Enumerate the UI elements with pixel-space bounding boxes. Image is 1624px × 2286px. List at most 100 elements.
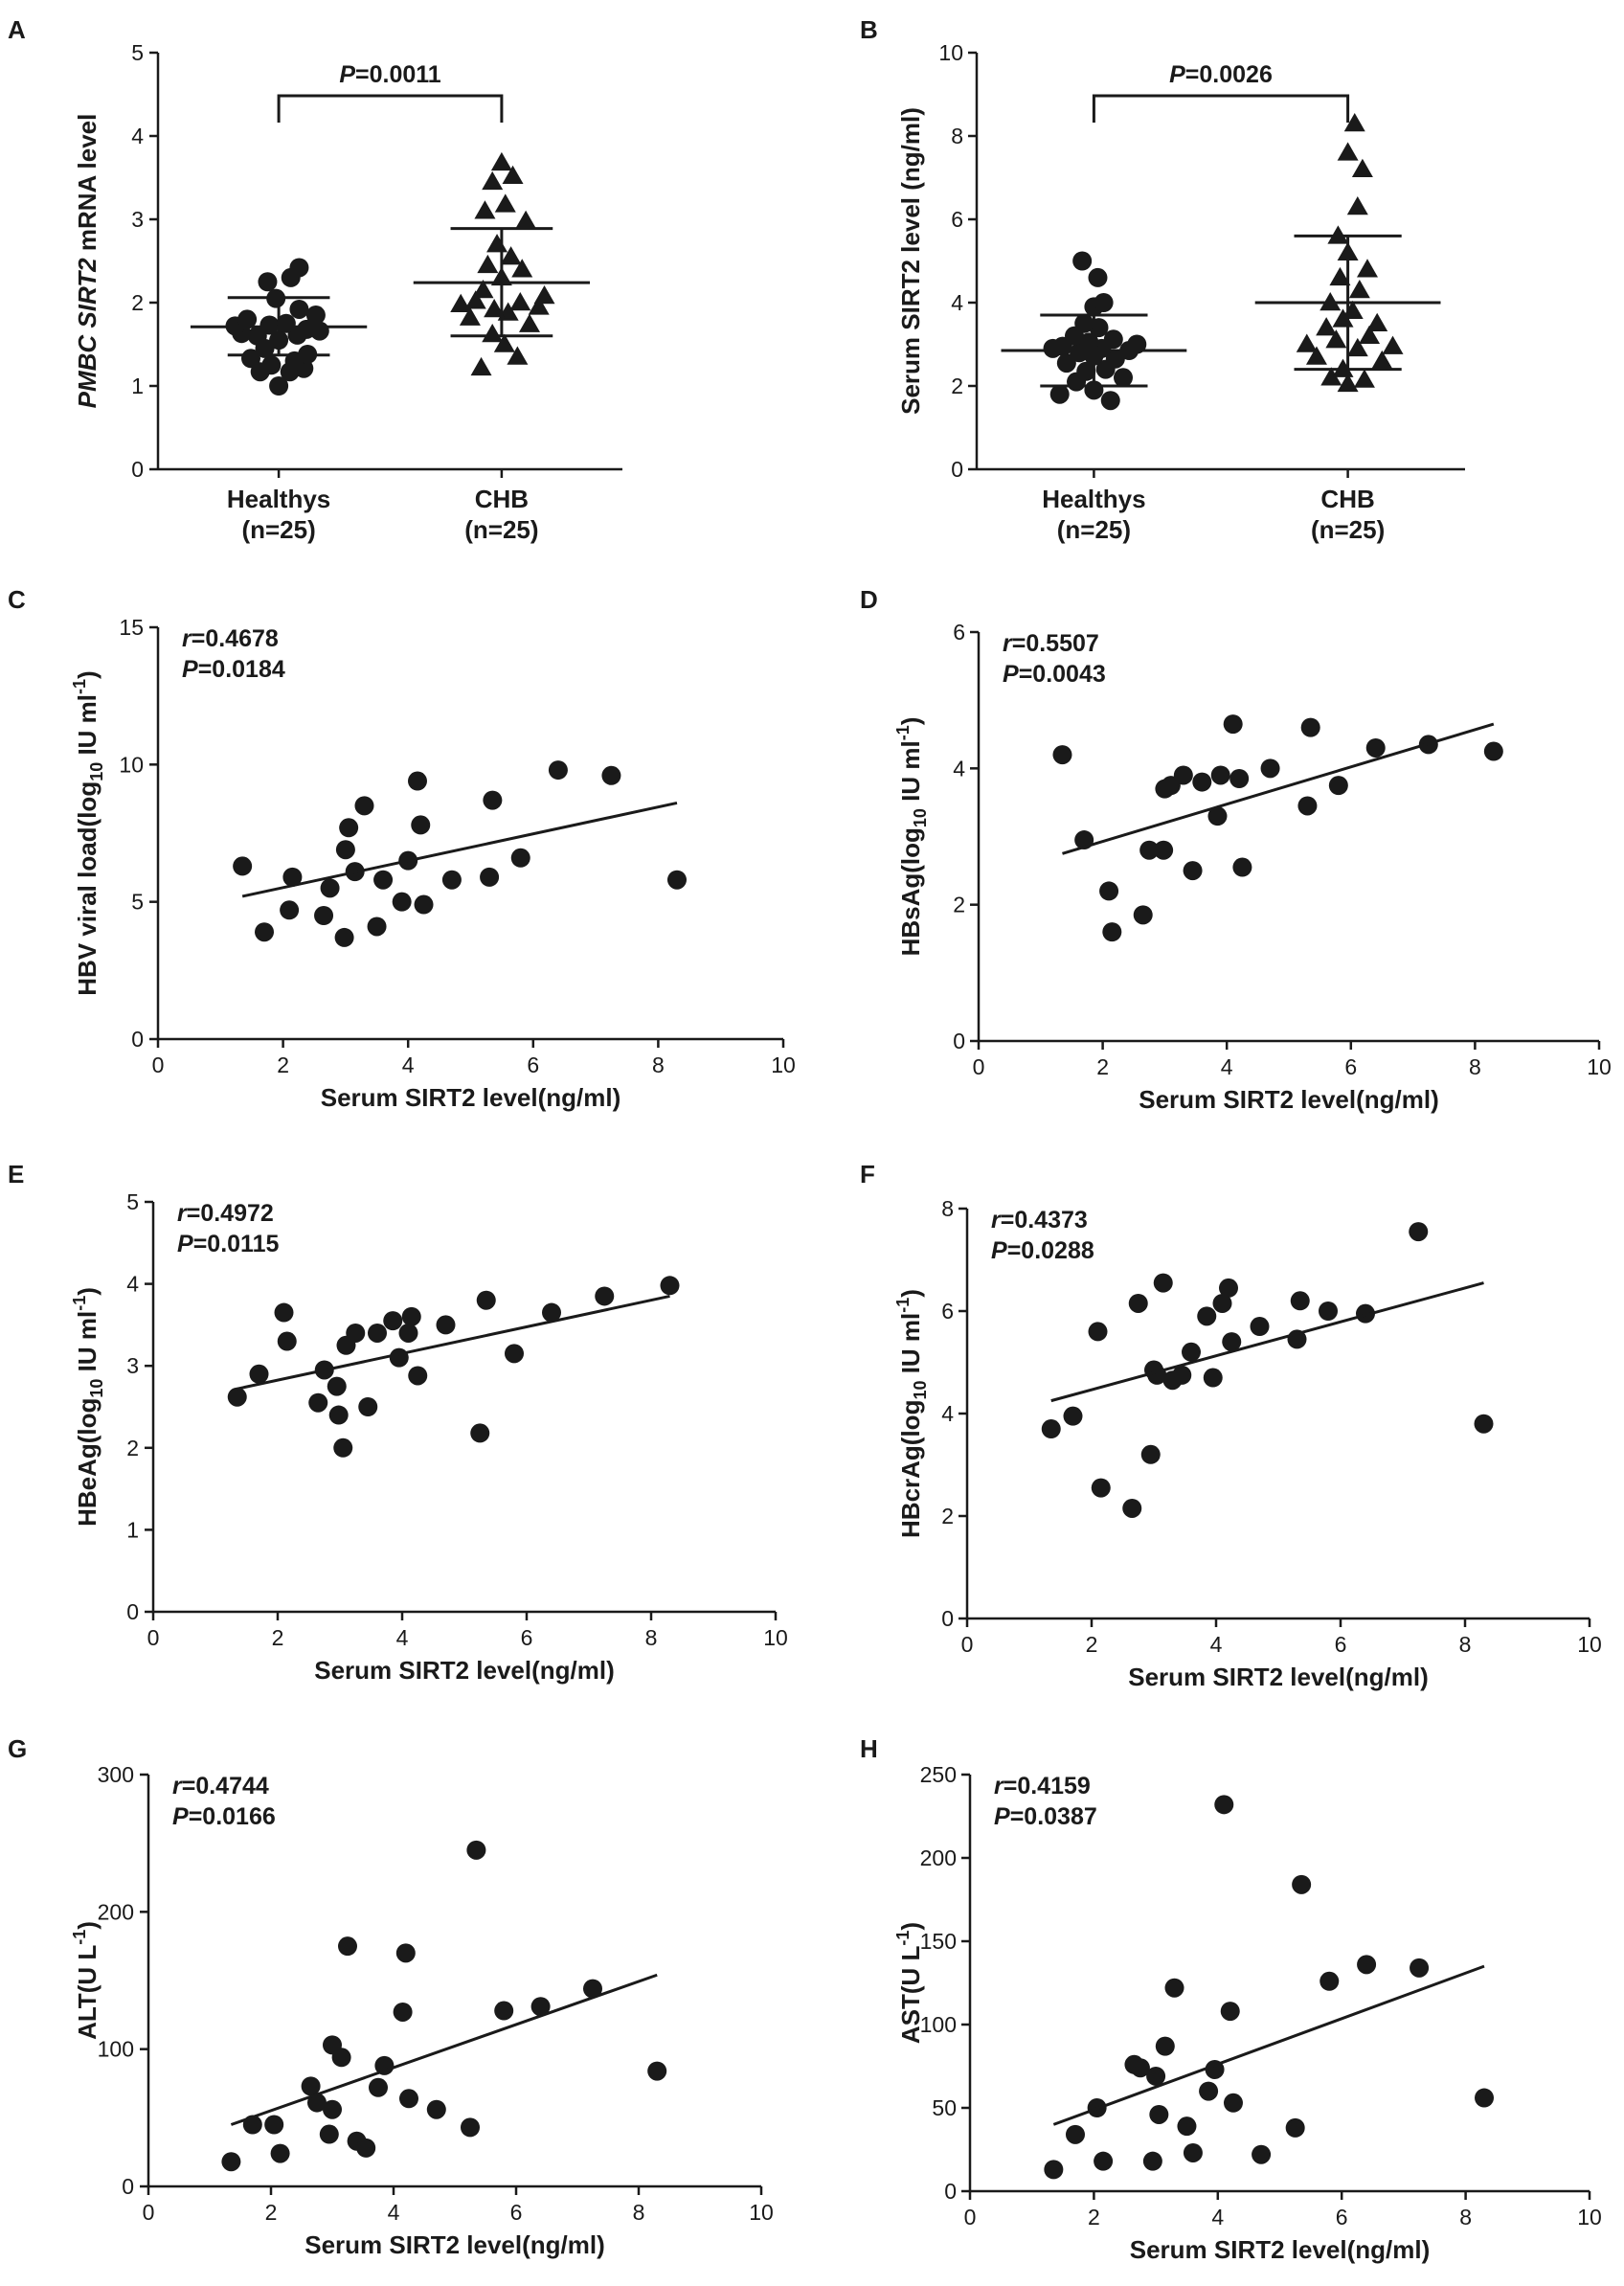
data-point — [1305, 346, 1327, 365]
y-title-close: ) — [73, 1287, 102, 1296]
y-tick-label: 0 — [951, 457, 963, 482]
significance-bracket — [1092, 94, 1350, 123]
data-point — [269, 376, 289, 396]
y-tick-label: 0 — [122, 2174, 134, 2199]
x-tick-label: 4 — [388, 2200, 400, 2225]
p-rest: =0.0288 — [1007, 1237, 1094, 1264]
y-tick-label: 10 — [119, 752, 144, 777]
data-point — [1296, 333, 1318, 352]
data-point — [450, 293, 472, 312]
x-axis-title: Serum SIRT2 level(ng/ml) — [1130, 2235, 1431, 2264]
data-point — [466, 1840, 486, 1860]
y-tick-label: 2 — [126, 1436, 139, 1460]
y-title-main: HBsAg(log — [896, 827, 925, 956]
data-point — [660, 1276, 680, 1296]
data-point — [1337, 142, 1359, 161]
y-tick-label: 0 — [131, 457, 144, 482]
group-label-n: (n=25) — [464, 515, 538, 544]
data-point — [502, 165, 524, 185]
data-point — [533, 285, 555, 305]
data-point — [507, 346, 529, 365]
data-point — [369, 2077, 388, 2097]
x-tick-label: 0 — [961, 1632, 974, 1657]
data-point — [1056, 353, 1076, 373]
data-point — [1320, 1971, 1340, 1991]
x-tick-label: 4 — [402, 1052, 415, 1077]
x-tick-label: 10 — [763, 1625, 788, 1650]
y-title-main: ALT(U L — [73, 1945, 102, 2040]
x-axis-title: Serum SIRT2 level(ng/ml) — [314, 1656, 615, 1685]
data-point — [666, 870, 687, 890]
data-point — [1357, 1955, 1377, 1975]
data-point — [1114, 368, 1133, 388]
data-point — [1140, 1444, 1161, 1464]
y-tick-label: 3 — [126, 1353, 139, 1378]
data-point — [1183, 861, 1203, 881]
y-tick-label: 4 — [131, 124, 144, 148]
y-title-superscript: -1 — [70, 1296, 89, 1311]
data-point — [1149, 2104, 1169, 2124]
data-point — [1320, 367, 1342, 386]
data-point — [459, 306, 481, 326]
p-italic: P — [991, 1237, 1007, 1264]
p-italic: P — [994, 1803, 1010, 1830]
y-tick-label: 0 — [941, 1606, 954, 1631]
data-point — [328, 1405, 349, 1425]
r-italic: r — [1003, 630, 1013, 657]
x-tick-label: 10 — [749, 2200, 774, 2225]
data-point — [1232, 857, 1252, 877]
data-point — [308, 1392, 328, 1413]
data-point — [486, 234, 508, 253]
data-point — [249, 1364, 269, 1384]
data-point — [482, 170, 504, 191]
data-point — [1212, 1293, 1232, 1313]
y-title-superscript: -1 — [70, 679, 89, 694]
data-point — [1353, 369, 1375, 388]
y-title-main: HBeAg(log — [73, 1398, 102, 1527]
p-rest: =0.0026 — [1185, 61, 1273, 88]
data-point — [1410, 1958, 1430, 1978]
y-axis-title: ALT(U L-1) — [70, 1921, 102, 2040]
data-point — [395, 1943, 416, 1963]
data-point — [1155, 2036, 1175, 2056]
data-point — [1094, 2151, 1114, 2171]
data-point — [548, 760, 568, 781]
data-point — [1346, 337, 1368, 357]
data-point — [1102, 922, 1122, 942]
data-point — [1133, 905, 1153, 925]
y-title-superscript: -1 — [893, 725, 913, 740]
x-axis-title: Serum SIRT2 level(ng/ml) — [304, 2230, 605, 2259]
data-point — [1128, 1293, 1148, 1313]
data-point — [1172, 1365, 1192, 1385]
data-point — [494, 2001, 514, 2021]
data-point — [407, 771, 427, 791]
data-point — [1292, 1874, 1312, 1894]
x-tick-label: 10 — [1577, 1632, 1602, 1657]
p-rest: =0.0166 — [189, 1803, 276, 1830]
data-point — [319, 2124, 339, 2144]
data-point — [1252, 2144, 1272, 2164]
data-point — [1222, 1332, 1242, 1352]
r-value-label: r=0.5507 — [1003, 630, 1099, 657]
data-point — [274, 1302, 294, 1323]
data-point — [1199, 2081, 1219, 2101]
data-point — [255, 922, 275, 942]
data-point — [354, 796, 374, 816]
y-tick-label: 2 — [953, 893, 965, 917]
data-point — [1223, 714, 1243, 735]
data-point — [346, 1323, 366, 1343]
data-point — [408, 1366, 428, 1386]
data-point — [277, 1331, 297, 1351]
x-tick-label: 4 — [1211, 2205, 1224, 2229]
y-tick-label: 4 — [951, 290, 963, 315]
r-value-label: r=0.4373 — [991, 1207, 1088, 1234]
data-point — [1041, 1419, 1061, 1439]
y-tick-label: 15 — [119, 615, 144, 640]
y-tick-label: 150 — [920, 1929, 957, 1954]
panel-letter: F — [860, 1160, 875, 1188]
data-point — [484, 298, 506, 318]
y-tick-label: 2 — [131, 290, 144, 315]
y-tick-label: 8 — [951, 124, 963, 148]
data-point — [1182, 1342, 1201, 1362]
